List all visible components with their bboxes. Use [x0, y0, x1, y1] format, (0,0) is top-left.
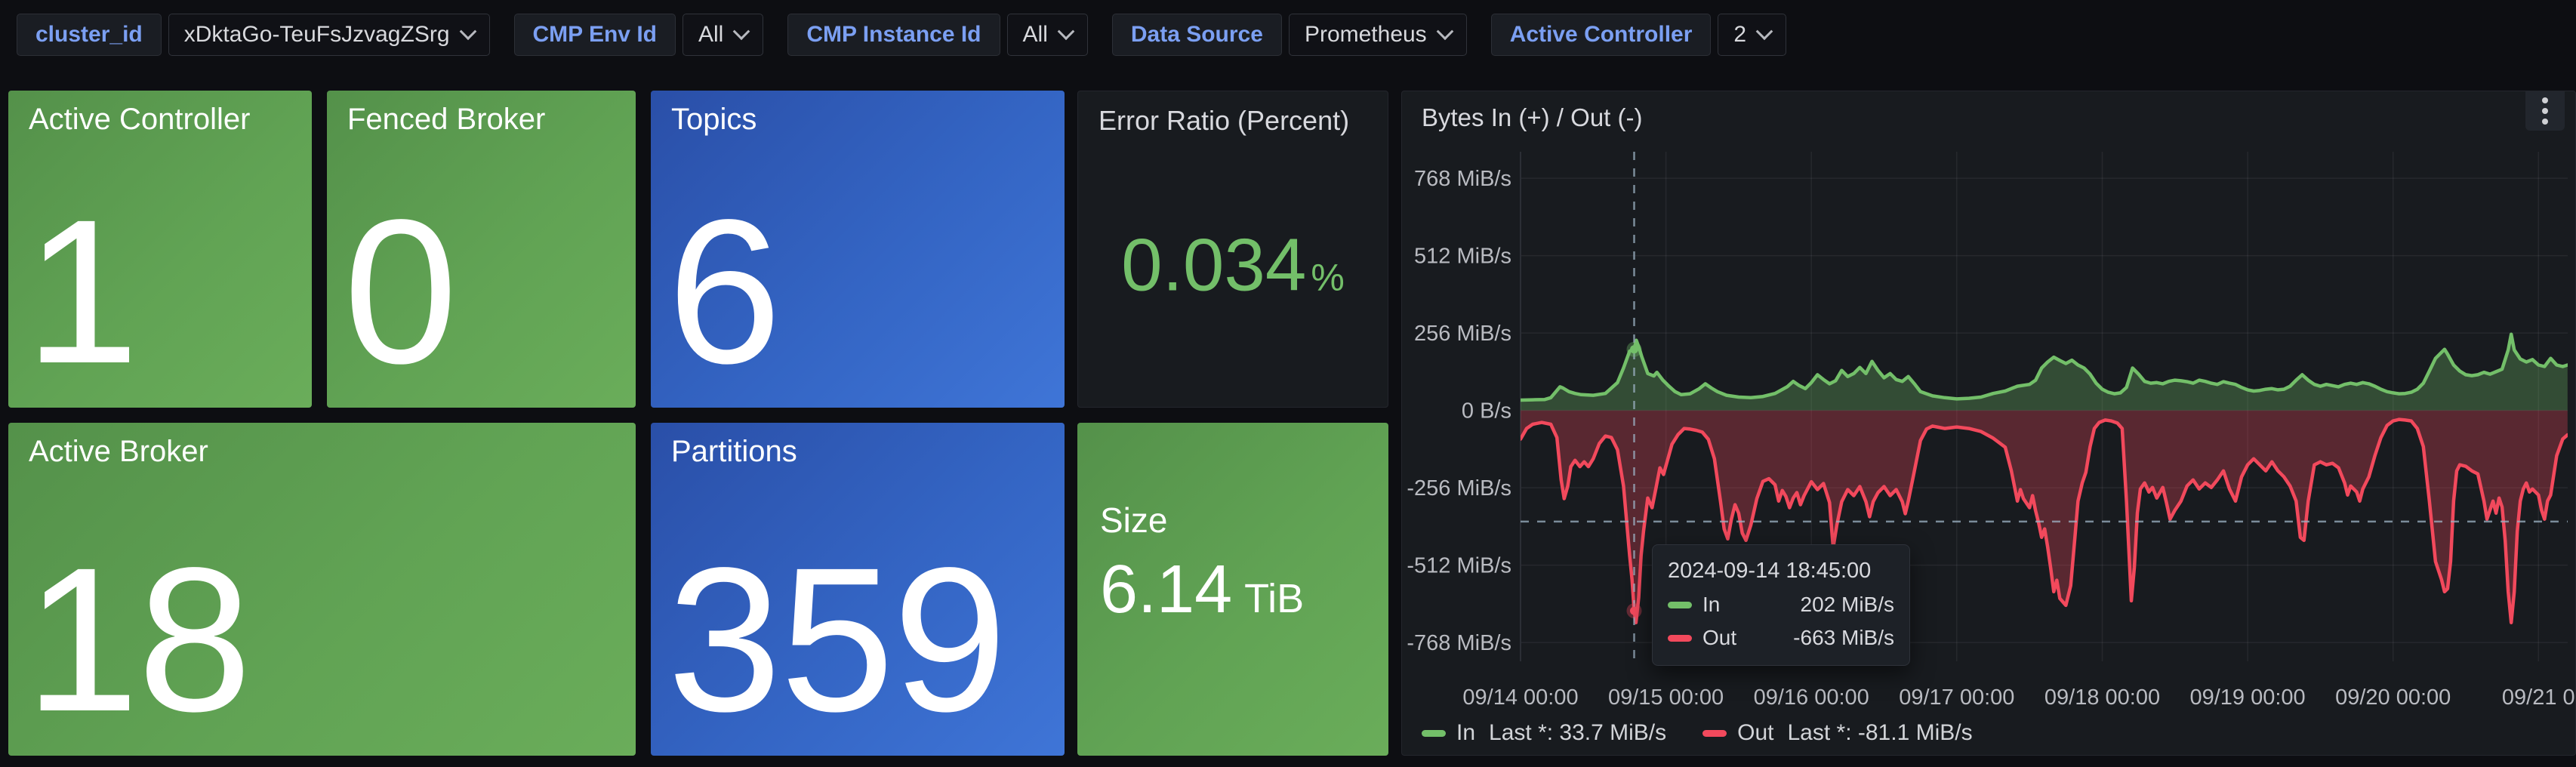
tooltip-row-in: In 202 MiB/s — [1668, 593, 1894, 617]
tooltip-timestamp: 2024-09-14 18:45:00 — [1668, 559, 1872, 583]
filter-value-data-source[interactable]: Prometheus — [1288, 14, 1467, 56]
filter-value-cmp-env-id[interactable]: All — [683, 14, 764, 56]
filter-value-text: Prometheus — [1304, 22, 1427, 47]
stat-value: 0.034% — [1078, 222, 1388, 307]
svg-text:09/17 00:00: 09/17 00:00 — [1899, 685, 2014, 710]
svg-text:09/18 00:00: 09/18 00:00 — [2044, 685, 2160, 710]
svg-text:09/15 00:00: 09/15 00:00 — [1608, 685, 1724, 710]
in-series-dash-icon — [1668, 601, 1692, 608]
panel-title: Active Broker — [29, 435, 208, 468]
svg-text:-256 MiB/s: -256 MiB/s — [1407, 476, 1511, 501]
svg-text:09/20 00:00: 09/20 00:00 — [2335, 685, 2451, 710]
svg-text:09/14 00:00: 09/14 00:00 — [1462, 685, 1578, 710]
svg-text:512 MiB/s: 512 MiB/s — [1414, 245, 1511, 269]
filter-label-cmp-instance-id[interactable]: CMP Instance Id — [787, 14, 1000, 56]
stat-panel-active-controller[interactable]: Active Controller 1 — [8, 91, 312, 408]
stat-value: 1 — [25, 177, 139, 407]
stat-panel-active-broker[interactable]: Active Broker 18 — [8, 423, 636, 756]
stat-unit: % — [1311, 256, 1345, 299]
filter-group-data-source: Data Source Prometheus — [1111, 14, 1467, 56]
out-series-dash-icon — [1668, 634, 1692, 642]
panel-title[interactable]: Bytes In (+) / Out (-) — [1422, 103, 1643, 131]
kebab-dot — [2542, 97, 2548, 103]
filter-value-active-controller[interactable]: 2 — [1718, 14, 1787, 56]
stat-number: 6.14 — [1100, 552, 1233, 627]
out-series-dash-icon — [1702, 729, 1727, 737]
svg-text:09/16 00:00: 09/16 00:00 — [1754, 685, 1869, 710]
tooltip-series-name: Out — [1702, 626, 1737, 649]
stat-value: 18 — [25, 525, 252, 755]
filter-group-cmp-instance-id: CMP Instance Id All — [787, 14, 1088, 56]
stat-panel-error-ratio[interactable]: Error Ratio (Percent) 0.034% — [1077, 91, 1388, 408]
filter-value-text: All — [698, 22, 724, 47]
chart-tooltip: 2024-09-14 18:45:00 In 202 MiB/s Out -66… — [1652, 544, 1910, 666]
chart-legend: In Last *: 33.7 MiB/s Out Last *: -81.1 … — [1422, 720, 1973, 746]
legend-series-name: Out — [1737, 720, 1774, 745]
tooltip-series-name: In — [1702, 593, 1721, 616]
stat-unit: TiB — [1244, 576, 1305, 621]
svg-text:09/21 0: 09/21 0 — [2502, 685, 2575, 710]
panel-title: Fenced Broker — [347, 103, 546, 136]
in-series-dash-icon — [1422, 729, 1446, 737]
stat-panel-partitions[interactable]: Partitions 359 — [651, 423, 1065, 756]
tooltip-series-value: 202 MiB/s — [1800, 593, 1895, 616]
filter-label-cluster-id[interactable]: cluster_id — [17, 14, 162, 56]
legend-item-out[interactable]: Out Last *: -81.1 MiB/s — [1702, 720, 1973, 746]
svg-text:-768 MiB/s: -768 MiB/s — [1407, 631, 1511, 655]
stat-value: 0 — [344, 177, 458, 407]
panel-menu-kebab-icon[interactable] — [2525, 91, 2565, 131]
panel-title: Size — [1100, 501, 1168, 540]
chevron-down-icon — [1436, 23, 1454, 41]
svg-text:768 MiB/s: 768 MiB/s — [1414, 167, 1511, 191]
panel-title: Active Controller — [29, 103, 251, 136]
tooltip-row-out: Out -663 MiB/s — [1668, 626, 1894, 650]
chevron-down-icon — [459, 23, 476, 41]
chevron-down-icon — [1057, 23, 1075, 41]
stat-content: Size 6.14 TiB — [1100, 500, 1304, 629]
filter-group-active-controller: Active Controller 2 — [1490, 14, 1787, 56]
legend-item-in[interactable]: In Last *: 33.7 MiB/s — [1422, 720, 1666, 746]
stat-number: 0.034 — [1121, 223, 1307, 306]
tooltip-series-value: -663 MiB/s — [1793, 626, 1894, 649]
filter-label-data-source[interactable]: Data Source — [1111, 14, 1282, 56]
legend-series-name: In — [1456, 720, 1476, 745]
filter-value-text: xDktaGo-TeuFsJzvagZSrg — [183, 22, 450, 47]
svg-text:256 MiB/s: 256 MiB/s — [1414, 322, 1511, 346]
svg-text:-512 MiB/s: -512 MiB/s — [1407, 554, 1511, 578]
stat-panel-topics[interactable]: Topics 6 — [651, 91, 1065, 408]
filter-value-text: 2 — [1733, 22, 1747, 47]
panel-title: Partitions — [671, 435, 797, 468]
svg-text:0 B/s: 0 B/s — [1462, 399, 1511, 424]
panel-title: Error Ratio (Percent) — [1098, 105, 1350, 136]
stat-value: 359 — [667, 525, 1007, 755]
filter-label-cmp-env-id[interactable]: CMP Env Id — [513, 14, 676, 56]
kebab-dot — [2542, 119, 2548, 125]
filter-group-cmp-env-id: CMP Env Id All — [513, 14, 764, 56]
dashboard-filter-bar: cluster_id xDktaGo-TeuFsJzvagZSrg CMP En… — [0, 0, 2576, 69]
filter-group-cluster-id: cluster_id xDktaGo-TeuFsJzvagZSrg — [17, 14, 490, 56]
chevron-down-icon — [733, 23, 750, 41]
legend-series-stat: Last *: -81.1 MiB/s — [1787, 720, 1973, 745]
stat-value: 6 — [667, 177, 781, 407]
timeseries-svg[interactable]: 768 MiB/s 512 MiB/s 256 MiB/s 0 B/s -256 MiB… — [1402, 91, 2576, 756]
filter-value-cmp-instance-id[interactable]: All — [1006, 14, 1088, 56]
kebab-dot — [2542, 108, 2548, 114]
stat-panel-size[interactable]: Size 6.14 TiB — [1077, 423, 1388, 756]
stat-panel-fenced-broker[interactable]: Fenced Broker 0 — [327, 91, 636, 408]
chevron-down-icon — [1755, 23, 1773, 41]
filter-value-cluster-id[interactable]: xDktaGo-TeuFsJzvagZSrg — [168, 14, 490, 56]
panel-title: Topics — [671, 103, 757, 136]
filter-value-text: All — [1022, 22, 1048, 47]
timeseries-panel-bytes-in-out[interactable]: Bytes In (+) / Out (-) 768 MiB/s 512 MiB/… — [1401, 91, 2576, 756]
filter-label-active-controller[interactable]: Active Controller — [1490, 14, 1712, 56]
legend-series-stat: Last *: 33.7 MiB/s — [1489, 720, 1667, 745]
svg-text:09/19 00:00: 09/19 00:00 — [2189, 685, 2305, 710]
